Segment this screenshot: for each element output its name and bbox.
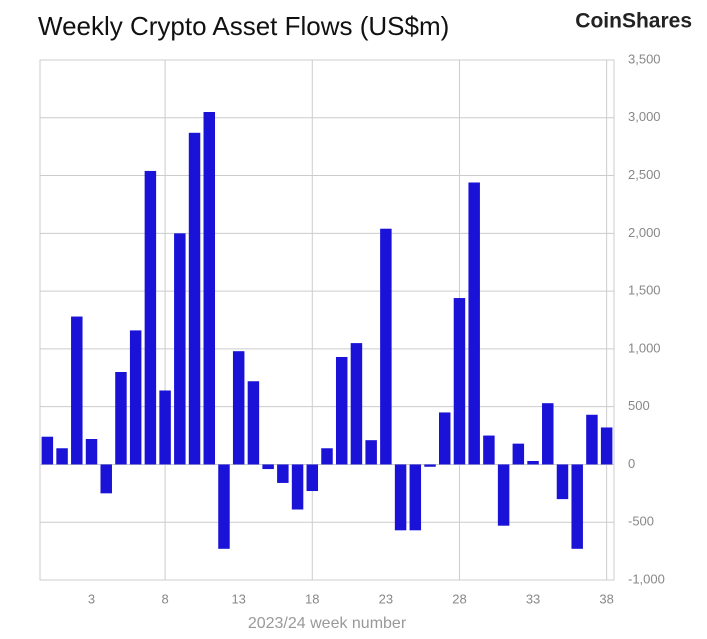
y-tick-label: 3,000 [628,109,661,124]
x-tick-label: 13 [231,591,245,606]
bar [100,464,112,494]
y-tick-label: -1,000 [628,571,665,586]
x-tick-label: 23 [379,591,393,606]
bar [586,414,598,465]
bar [468,182,480,465]
bar [115,372,127,465]
bar [144,170,157,465]
bar [174,233,186,465]
bar [424,464,436,467]
y-tick-label: -500 [628,514,654,529]
bar [380,228,392,465]
x-tick-label: 3 [88,591,95,606]
y-tick-label: 2,500 [628,167,661,182]
bar [71,316,83,465]
y-tick-label: 1,500 [628,283,661,298]
bar [497,464,510,526]
bar [409,464,422,531]
bar [306,464,319,492]
y-tick-label: 1,000 [628,340,661,355]
bar [512,443,525,465]
x-tick-label: 18 [305,591,319,606]
bar [439,412,451,465]
plot-frame [39,59,615,581]
y-tick-label: 3,500 [628,51,661,66]
x-tick-label: 38 [599,591,613,606]
bar [394,464,407,531]
bar [350,343,363,465]
bar [527,460,539,465]
bar [321,448,333,465]
bar [159,390,171,465]
bar [365,440,377,465]
bar [203,112,215,465]
y-tick-label: 500 [628,398,650,413]
bar [277,464,289,483]
bar [556,464,569,500]
x-tick-label: 28 [452,591,466,606]
brand: CoinShares [575,10,692,33]
bar [188,132,201,465]
bar [232,351,245,465]
bar [129,330,142,465]
x-tick-label: 8 [161,591,168,606]
chart-title: Weekly Crypto Asset Flows (US$m) [38,11,449,41]
bar [56,448,68,465]
bar [247,381,260,465]
bar [542,403,554,465]
bar [262,464,274,470]
bar [600,427,613,465]
bar [85,439,98,465]
bar [453,298,466,465]
y-tick-label: 0 [628,456,635,471]
y-tick-label: 2,000 [628,225,661,240]
bar [483,435,495,465]
bar [291,464,304,510]
x-tick-label: 33 [526,591,540,606]
bar [335,356,348,465]
bar [218,464,230,549]
x-axis-label: 2023/24 week number [248,615,407,632]
bar [41,436,54,465]
bar [571,464,583,549]
